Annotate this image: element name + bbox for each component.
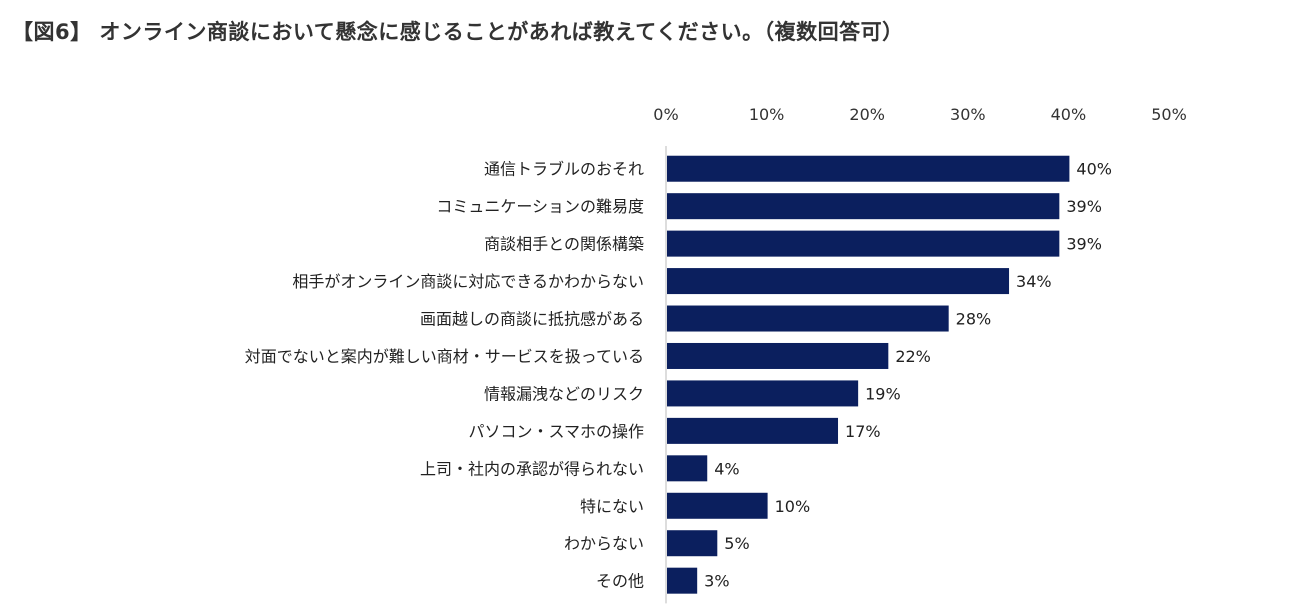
bar <box>667 530 718 557</box>
data-label: 39% <box>1066 235 1102 254</box>
category-label: 情報漏洩などのリスク <box>484 384 644 403</box>
chart-title: 【図6】 オンライン商談において懸念に感じることがあれば教えてください。（複数回… <box>12 20 904 44</box>
bar <box>667 342 889 369</box>
data-label: 34% <box>1016 272 1052 291</box>
x-tick-label: 20% <box>849 105 885 124</box>
data-label: 5% <box>724 534 749 553</box>
category-label: 相手がオンライン商談に対応できるかわからない <box>292 272 644 291</box>
bar <box>667 567 698 594</box>
data-label: 19% <box>865 384 901 403</box>
data-label: 22% <box>895 347 931 366</box>
bar <box>667 230 1060 257</box>
category-label: その他 <box>596 572 644 591</box>
data-label: 39% <box>1066 197 1102 216</box>
data-label: 28% <box>956 310 992 329</box>
category-label: 対面でないと案内が難しい商材・サービスを扱っている <box>245 347 644 366</box>
data-label: 4% <box>714 459 739 478</box>
category-label: 上司・社内の承認が得られない <box>420 459 644 478</box>
bar <box>667 380 859 407</box>
data-label: 17% <box>845 422 881 441</box>
x-tick-label: 40% <box>1051 105 1087 124</box>
bar <box>667 455 708 482</box>
x-tick-label: 10% <box>749 105 785 124</box>
category-label: 画面越しの商談に抵抗感がある <box>420 310 644 329</box>
bar <box>667 193 1060 220</box>
bar <box>667 155 1070 182</box>
x-tick-label: 30% <box>950 105 986 124</box>
data-label: 3% <box>704 572 729 591</box>
data-label: 40% <box>1076 160 1112 179</box>
category-label: 通信トラブルのおそれ <box>484 160 644 179</box>
category-label: 商談相手との関係構築 <box>484 235 644 254</box>
bar <box>667 268 1010 295</box>
category-label: 特にない <box>580 497 644 516</box>
category-label: パソコン・スマホの操作 <box>468 422 644 441</box>
category-label: わからない <box>564 534 644 553</box>
category-label: コミュニケーションの難易度 <box>436 197 644 216</box>
x-tick-label: 50% <box>1151 105 1187 124</box>
bar <box>667 492 768 519</box>
bar <box>667 305 949 332</box>
data-label: 10% <box>775 497 811 516</box>
x-tick-label: 0% <box>653 105 678 124</box>
bar <box>667 417 839 444</box>
